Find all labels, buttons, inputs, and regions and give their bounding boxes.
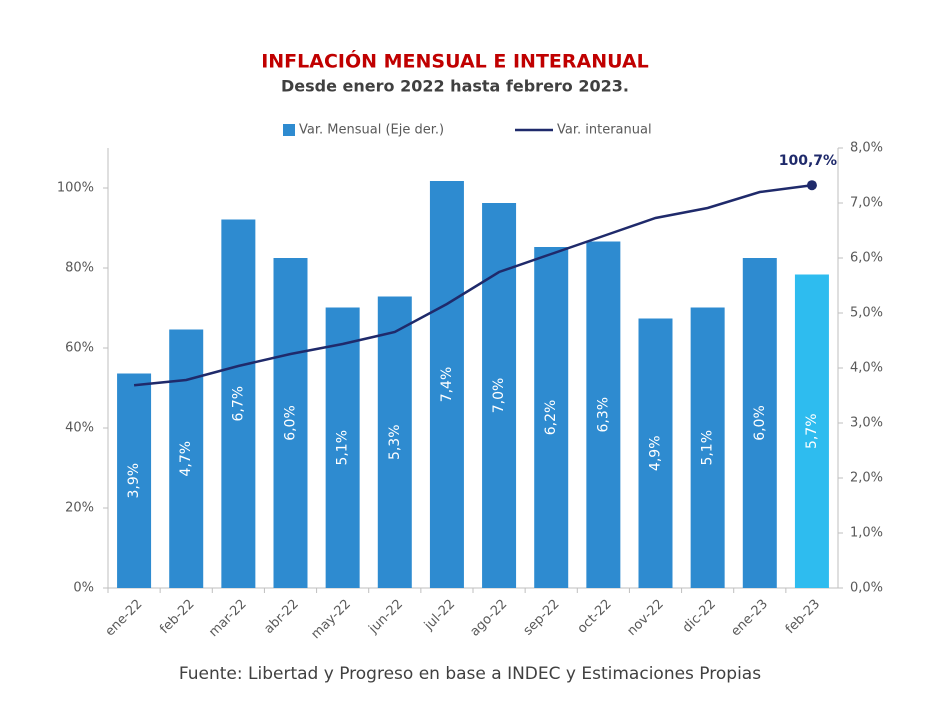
y-tick-label: 100% (57, 181, 94, 196)
bar-value-label: 6,0% (283, 405, 299, 441)
x-tick-label: jul-22 (421, 597, 458, 634)
y-tick-label: 20% (65, 501, 94, 516)
bar (377, 296, 412, 588)
line-marker (806, 180, 817, 191)
x-tick-label: abr-22 (262, 597, 302, 637)
x-tick-label: may-22 (308, 597, 353, 642)
y2-tick-label: 3,0% (850, 416, 883, 431)
source: Fuente: Libertad y Progreso en base a IN… (179, 664, 761, 684)
y2-tick-label: 6,0% (850, 251, 883, 266)
x-tick-label: feb-22 (157, 597, 197, 637)
x-tick-label: mar-22 (206, 597, 249, 640)
bar-value-label: 5,1% (335, 430, 351, 466)
x-tick-label: feb-23 (783, 597, 823, 637)
legend-swatch (283, 124, 295, 136)
bar (690, 307, 725, 588)
x-tick-label: sep-22 (521, 597, 563, 639)
x-tick-label: jun-22 (366, 597, 407, 638)
y2-tick-label: 4,0% (850, 361, 883, 376)
y-tick-label: 60% (65, 341, 94, 356)
bar-value-label: 7,0% (491, 378, 507, 414)
bar-value-label: 5,3% (387, 424, 403, 460)
y2-tick-label: 8,0% (850, 141, 883, 156)
bar-value-label: 6,3% (595, 397, 611, 433)
y2-tick-label: 1,0% (850, 526, 883, 541)
bar-value-label: 3,9% (126, 463, 142, 499)
y-tick-label: 0% (73, 581, 94, 596)
y2-tick-label: 2,0% (850, 471, 883, 486)
bar-value-label: 5,7% (804, 413, 820, 449)
x-tick-label: nov-22 (625, 597, 667, 639)
y-tick-label: 40% (65, 421, 94, 436)
bar (742, 258, 777, 588)
annotation: 100,7% (779, 153, 837, 169)
bar-value-label: 4,7% (178, 441, 194, 477)
bar (325, 307, 360, 588)
x-tick-label: ene-22 (103, 597, 146, 640)
y-tick-label: 80% (65, 261, 94, 276)
y2-tick-label: 0,0% (850, 581, 883, 596)
x-tick-label: dic-22 (680, 597, 719, 636)
bar-value-label: 7,4% (439, 367, 455, 403)
x-tick-label: ago-22 (467, 597, 510, 640)
bar-value-label: 6,7% (230, 386, 246, 422)
bar-value-label: 5,1% (700, 430, 716, 466)
y2-tick-label: 7,0% (850, 196, 883, 211)
chart-subtitle: Desde enero 2022 hasta febrero 2023. (281, 77, 629, 96)
legend-label: Var. interanual (557, 123, 652, 138)
legend-label: Var. Mensual (Eje der.) (299, 123, 444, 138)
x-tick-label: oct-22 (575, 597, 615, 637)
y2-tick-label: 5,0% (850, 306, 883, 321)
x-tick-label: ene-23 (728, 597, 771, 640)
bar (117, 373, 152, 588)
bar-value-label: 4,9% (648, 435, 664, 471)
bar (534, 247, 569, 588)
bar (794, 274, 829, 588)
bar-value-label: 6,0% (752, 405, 768, 441)
bar (586, 241, 621, 588)
bar-value-label: 6,2% (543, 400, 559, 436)
bar (429, 181, 464, 588)
chart-title: INFLACIÓN MENSUAL E INTERANUAL (261, 49, 649, 73)
line (133, 183, 813, 387)
bar (638, 318, 673, 588)
bar (273, 258, 308, 588)
bar (169, 329, 204, 588)
bar (221, 219, 256, 588)
